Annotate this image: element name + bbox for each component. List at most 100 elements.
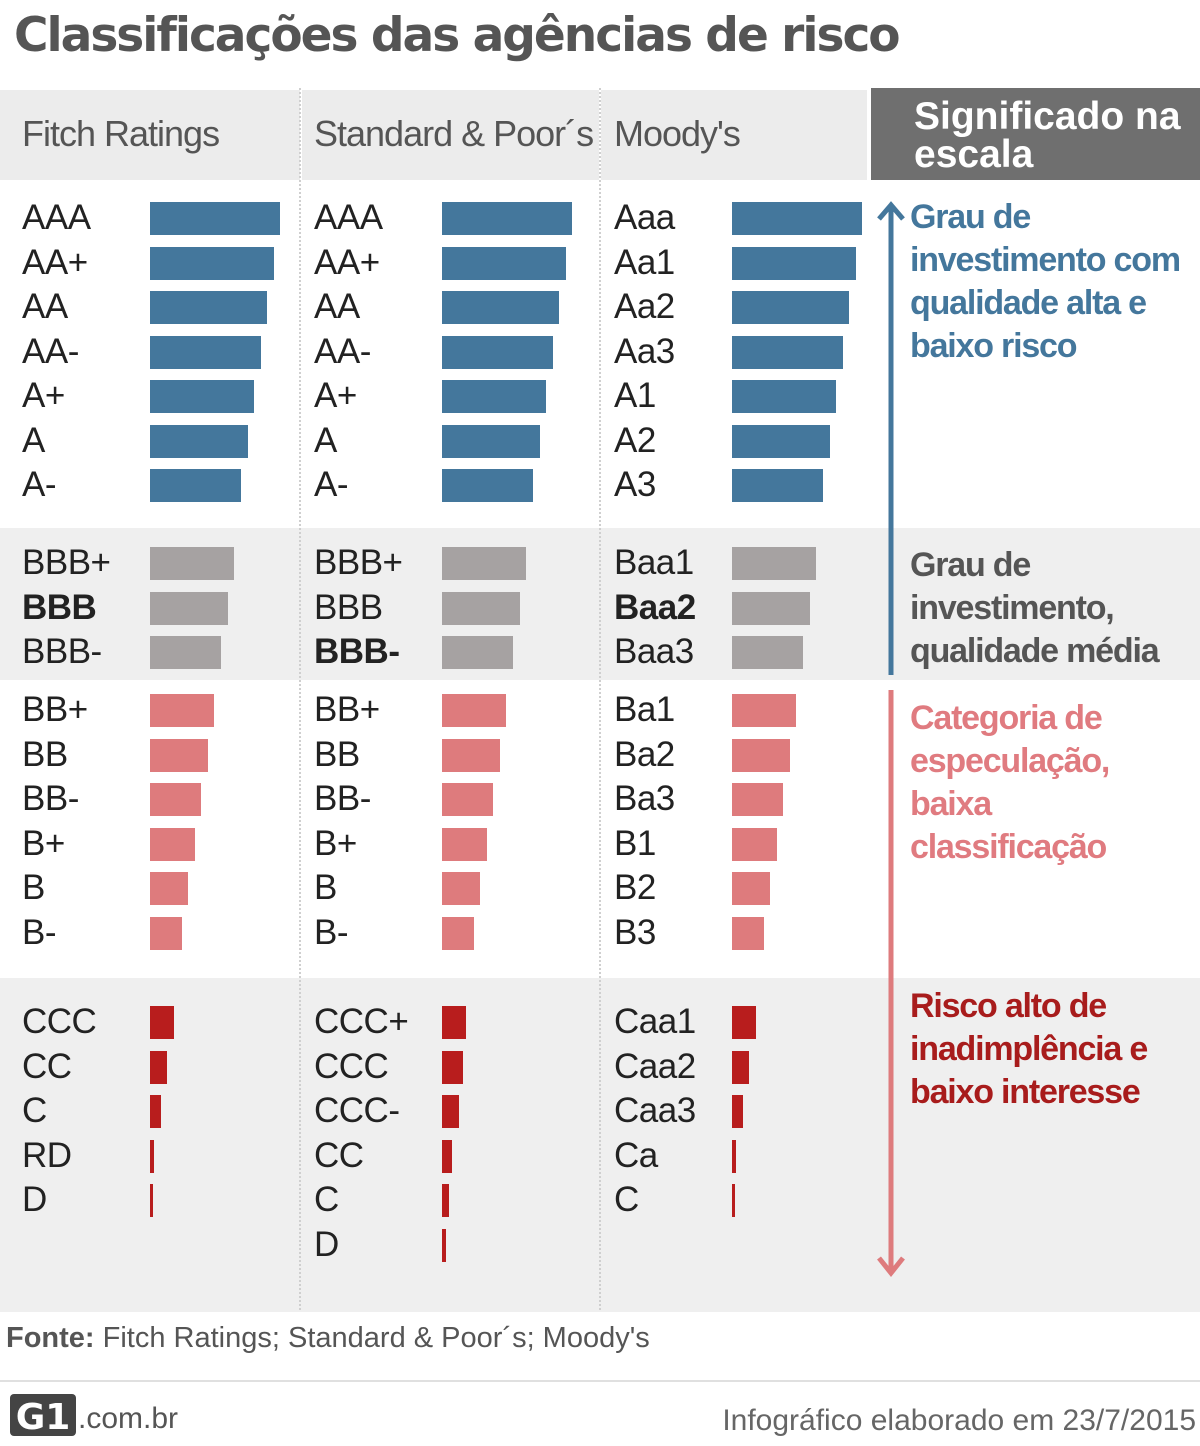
column-divider [299,88,301,1310]
rating-label-fitch: BBB+ [22,543,111,582]
rating-bar-moodys [732,739,790,772]
source-note: Fonte: Fitch Ratings; Standard & Poor´s;… [6,1322,650,1355]
rating-label-moodys: Baa2 [614,588,696,627]
rating-label-fitch: BBB- [22,632,102,671]
rating-label-moodys: Caa3 [614,1091,696,1130]
rating-bar-fitch [150,592,228,625]
rating-label-fitch: D [22,1180,47,1219]
rating-bar-sp [442,1229,446,1262]
rating-bar-moodys [732,336,843,369]
rating-bar-moodys [732,694,796,727]
rating-bar-sp [442,694,506,727]
rating-bar-fitch [150,469,241,502]
rating-bar-sp [442,739,500,772]
rating-label-sp: BB [314,735,360,774]
rating-label-sp: C [314,1180,339,1219]
rating-bar-sp [442,1140,452,1173]
column-header-moodys: Moody's [601,90,867,180]
rating-bar-moodys [732,380,836,413]
rating-bar-fitch [150,739,208,772]
rating-label-fitch: B [22,868,45,907]
rating-bar-moodys [732,917,764,950]
rating-label-sp: BBB- [314,632,400,671]
rating-label-moodys: Caa1 [614,1002,696,1041]
rating-bar-fitch [150,380,254,413]
rating-label-fitch: BBB [22,588,97,627]
rating-label-fitch: BB+ [22,690,88,729]
rating-bar-moodys [732,1006,756,1039]
rating-label-moodys: A2 [614,421,656,460]
rating-bar-fitch [150,828,195,861]
column-header-fitch-label: Fitch Ratings [22,113,220,154]
rating-bar-sp [442,1095,459,1128]
rating-label-fitch: BB [22,735,68,774]
rating-label-sp: CCC+ [314,1002,409,1041]
rating-label-fitch: C [22,1091,47,1130]
source-label: Fonte: [6,1322,95,1354]
rating-bar-sp [442,469,533,502]
rating-bar-sp [442,783,493,816]
rating-label-fitch: AA+ [22,243,88,282]
rating-bar-fitch [150,1095,161,1128]
rating-label-moodys: B2 [614,868,656,907]
rating-bar-sp [442,1006,466,1039]
rating-label-sp: A- [314,465,349,504]
rating-label-moodys: Ca [614,1136,658,1175]
scale-arrows [877,201,905,1278]
rating-bar-sp [442,336,553,369]
rating-bar-sp [442,425,540,458]
rating-bar-sp [442,1184,449,1217]
meaning-investment-high: Grau de investimento com qualidade alta … [910,198,1181,365]
rating-label-moodys: B1 [614,824,656,863]
meaning-high-risk: Risco alto de inadimplência e baixo inte… [910,987,1148,1111]
rating-bar-moodys [732,1184,735,1217]
rating-bar-fitch [150,202,280,235]
rating-bar-moodys [732,425,830,458]
rating-label-moodys: Ba2 [614,735,675,774]
column-header-sp: Standard & Poor´s [302,90,599,180]
rating-label-moodys: Aaa [614,198,675,237]
rating-bar-sp [442,291,559,324]
rating-label-sp: B+ [314,824,357,863]
rating-bar-moodys [732,1140,736,1173]
rating-bar-fitch [150,917,182,950]
rating-label-sp: BB+ [314,690,380,729]
rating-bar-moodys [732,469,823,502]
rating-label-sp: AA- [314,332,371,371]
meaning-header: Significado na escala [871,88,1200,180]
rating-label-sp: AA+ [314,243,380,282]
rating-bar-moodys [732,247,856,280]
rating-bar-fitch [150,783,201,816]
rating-label-sp: BBB+ [314,543,403,582]
rating-bar-moodys [732,202,862,235]
rating-bar-sp [442,247,566,280]
rating-bar-fitch [150,1006,174,1039]
rating-label-sp: BBB [314,588,383,627]
rating-label-fitch: A- [22,465,57,504]
rating-bar-fitch [150,872,188,905]
rating-label-sp: CCC- [314,1091,400,1130]
rating-label-sp: CC [314,1136,364,1175]
rating-label-moodys: Ba3 [614,779,675,818]
rating-bar-fitch [150,291,267,324]
rating-bar-fitch [150,547,234,580]
column-header-moodys-label: Moody's [614,113,741,154]
rating-bar-fitch [150,1140,154,1173]
rating-bar-sp [442,547,526,580]
rating-bar-moodys [732,1095,743,1128]
rating-label-moodys: B3 [614,913,656,952]
rating-bar-moodys [732,872,770,905]
down-arrow-icon [877,690,905,1278]
rating-label-fitch: AAA [22,198,91,237]
rating-label-sp: BB- [314,779,371,818]
meaning-speculative: Categoria de especulação, baixa classifi… [910,699,1110,866]
rating-bar-sp [442,828,487,861]
rating-label-fitch: A+ [22,376,65,415]
rating-label-moodys: Aa2 [614,287,675,326]
rating-bar-fitch [150,1051,167,1084]
rating-bar-moodys [732,547,816,580]
rating-label-sp: CCC [314,1047,389,1086]
rating-label-fitch: B+ [22,824,65,863]
rating-label-fitch: CCC [22,1002,97,1041]
rating-label-fitch: AA- [22,332,79,371]
